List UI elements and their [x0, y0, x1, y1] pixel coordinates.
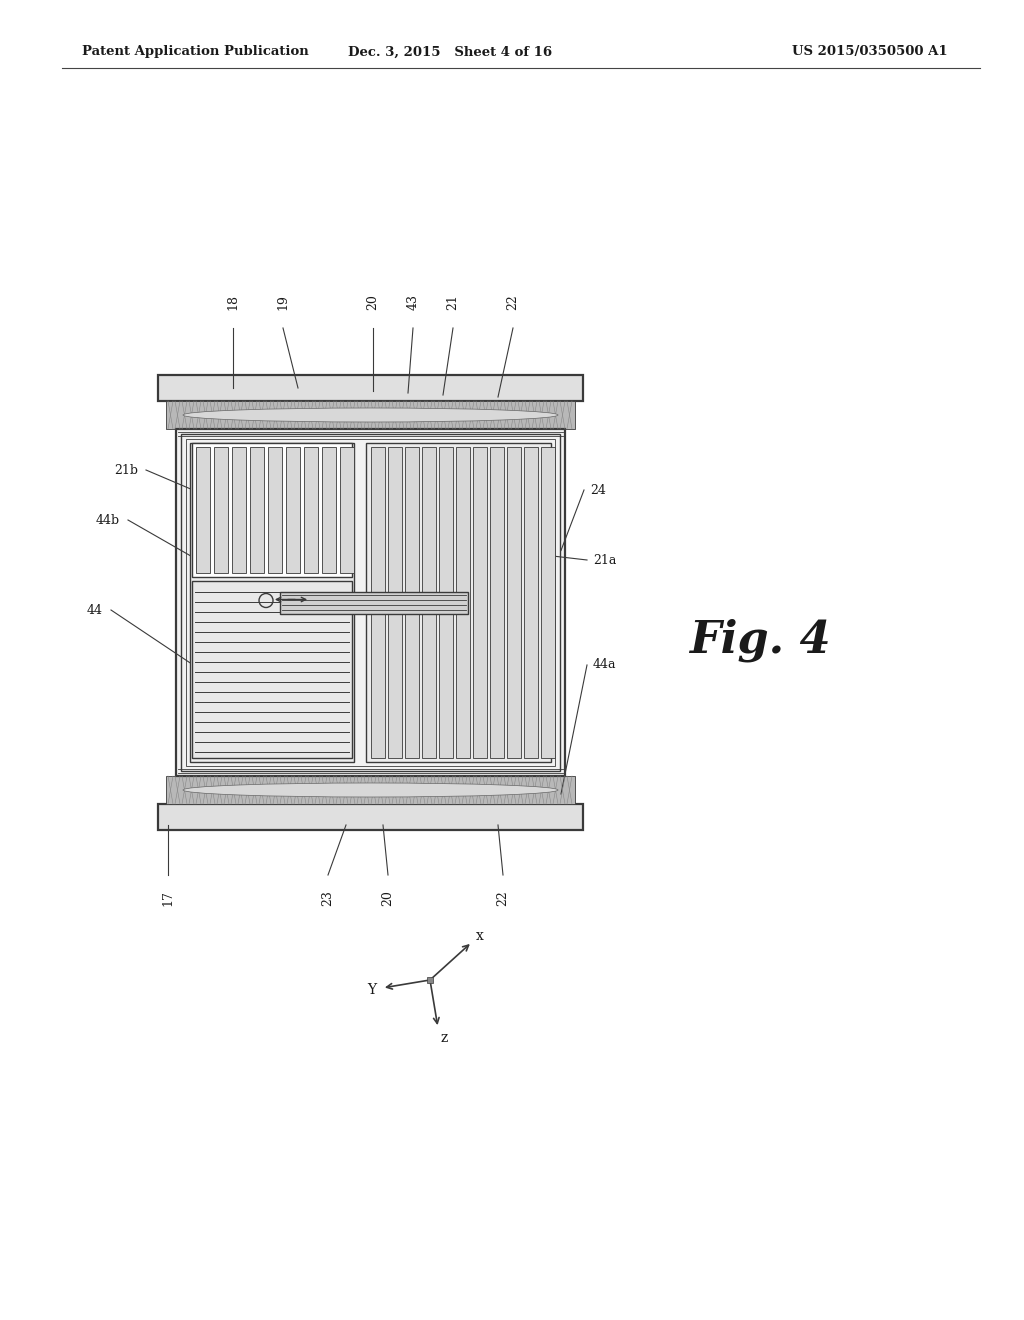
Text: 23: 23: [322, 890, 335, 906]
Text: 17: 17: [162, 890, 174, 906]
Text: Patent Application Publication: Patent Application Publication: [82, 45, 309, 58]
Bar: [371, 447, 385, 758]
Bar: [438, 447, 453, 758]
Bar: [523, 447, 538, 758]
Bar: [541, 447, 555, 758]
Text: 20: 20: [367, 294, 380, 310]
Text: 21: 21: [446, 294, 460, 310]
Bar: [280, 591, 468, 614]
Bar: [422, 447, 435, 758]
Text: 44: 44: [87, 603, 103, 616]
Bar: [489, 447, 504, 758]
Text: 18: 18: [226, 294, 240, 310]
Text: 44a: 44a: [593, 659, 616, 672]
Bar: [304, 447, 318, 573]
Bar: [166, 776, 575, 804]
Bar: [404, 447, 419, 758]
Bar: [158, 804, 583, 830]
Text: 24: 24: [590, 483, 606, 496]
Bar: [322, 447, 336, 573]
Bar: [507, 447, 520, 758]
Bar: [193, 444, 351, 577]
Bar: [193, 581, 351, 758]
Text: 44b: 44b: [96, 513, 120, 527]
Ellipse shape: [183, 783, 558, 797]
Text: Fig. 4: Fig. 4: [689, 618, 830, 661]
Bar: [196, 447, 210, 573]
Bar: [340, 447, 354, 573]
Bar: [166, 401, 575, 429]
Text: Y: Y: [368, 983, 377, 997]
Text: 21a: 21a: [593, 553, 616, 566]
Bar: [286, 447, 300, 573]
Text: US 2015/0350500 A1: US 2015/0350500 A1: [793, 45, 948, 58]
Bar: [158, 375, 583, 401]
Bar: [473, 447, 486, 758]
Text: 21b: 21b: [114, 463, 138, 477]
Bar: [250, 447, 264, 573]
Bar: [181, 434, 560, 771]
Bar: [186, 440, 555, 766]
Text: 20: 20: [382, 890, 394, 906]
Bar: [268, 447, 282, 573]
Bar: [388, 447, 401, 758]
Bar: [456, 447, 470, 758]
Bar: [366, 444, 551, 762]
Bar: [190, 444, 353, 762]
Text: Dec. 3, 2015   Sheet 4 of 16: Dec. 3, 2015 Sheet 4 of 16: [348, 45, 552, 58]
Text: 19: 19: [276, 294, 290, 310]
Text: x: x: [476, 929, 484, 942]
Text: z: z: [440, 1031, 447, 1045]
Bar: [176, 429, 565, 776]
Text: 22: 22: [507, 294, 519, 310]
Bar: [232, 447, 246, 573]
Bar: [214, 447, 228, 573]
Bar: [427, 977, 433, 983]
Text: 43: 43: [407, 294, 420, 310]
Ellipse shape: [183, 408, 558, 422]
Text: 22: 22: [497, 890, 510, 906]
